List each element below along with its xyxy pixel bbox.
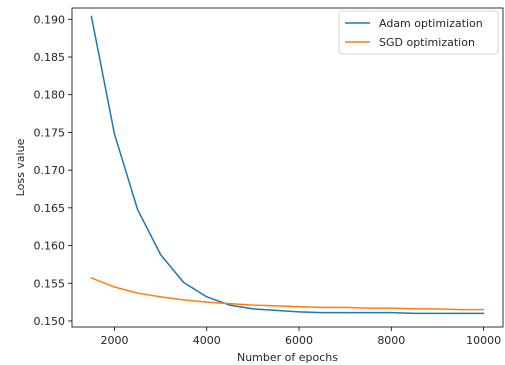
x-tick-label: 8000 (377, 334, 405, 347)
x-axis-ticks: 2000 4000 6000 8000 10000 (100, 327, 501, 347)
y-axis-label: Loss value (14, 138, 27, 196)
y-tick-label: 0.165 (34, 202, 66, 215)
x-tick-label: 10000 (466, 334, 501, 347)
y-tick-label: 0.185 (34, 51, 66, 64)
y-tick-label: 0.175 (34, 126, 66, 139)
series-line-adam (90, 15, 485, 315)
legend-label: SGD optimization (379, 36, 475, 49)
series-line-sgd (90, 277, 485, 311)
y-tick-label: 0.155 (34, 277, 66, 290)
y-tick-label: 0.160 (34, 240, 66, 253)
y-tick-label: 0.190 (34, 13, 66, 26)
y-tick-label: 0.180 (34, 89, 66, 102)
axes-frame (71, 7, 504, 328)
x-tick-label: 4000 (193, 334, 221, 347)
x-tick-label: 6000 (285, 334, 313, 347)
x-tick-label: 2000 (100, 334, 128, 347)
legend: Adam optimization SGD optimization (338, 10, 499, 55)
plot-area (90, 15, 485, 315)
y-tick-label: 0.170 (34, 164, 66, 177)
legend-box (338, 10, 499, 55)
x-axis-label: Number of epochs (237, 351, 338, 364)
legend-label: Adam optimization (379, 17, 483, 30)
y-tick-label: 0.150 (34, 315, 66, 328)
y-axis-ticks: 0.150 0.155 0.160 0.165 0.170 0.175 0.180 0.185… (34, 13, 72, 328)
